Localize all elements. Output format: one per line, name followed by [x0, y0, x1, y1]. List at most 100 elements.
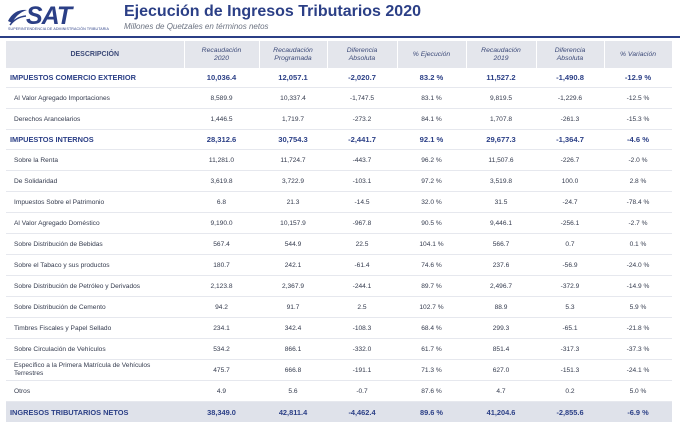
row-label: INGRESOS TRIBUTARIOS NETOS: [6, 402, 184, 422]
row-value: 242.1: [259, 255, 327, 276]
row-value: 74.6 %: [397, 255, 466, 276]
row-label: Sobre Distribución de Petróleo y Derivad…: [6, 276, 184, 297]
row-value: 88.9: [466, 297, 536, 318]
row-value: 5.9 %: [604, 297, 672, 318]
row-value: 42,811.4: [259, 402, 327, 422]
row-value: 475.7: [184, 360, 259, 381]
row-value: 2,496.7: [466, 276, 536, 297]
row-value: 11,527.2: [466, 68, 536, 88]
column-header-line1: Recaudación: [481, 47, 521, 54]
row-value: 2,367.9: [259, 276, 327, 297]
row-value: -6.9 %: [604, 402, 672, 422]
row-value: 94.2: [184, 297, 259, 318]
row-value: 11,281.0: [184, 150, 259, 171]
row-label: Sobre Circulación de Vehículos: [6, 339, 184, 360]
column-header-line1: DESCRIPCIÓN: [70, 51, 119, 58]
row-value: 28,312.6: [184, 130, 259, 150]
row-value: -24.7: [536, 192, 604, 213]
row-value: 237.6: [466, 255, 536, 276]
table-row: Específico a la Primera Matrícula de Veh…: [6, 360, 672, 381]
row-value: 6.8: [184, 192, 259, 213]
row-value: -273.2: [327, 109, 397, 130]
row-value: -4.6 %: [604, 130, 672, 150]
row-value: 9,190.0: [184, 213, 259, 234]
row-value: 21.3: [259, 192, 327, 213]
row-value: 90.5 %: [397, 213, 466, 234]
row-value: 89.6 %: [397, 402, 466, 422]
row-value: -24.0 %: [604, 255, 672, 276]
row-value: 544.9: [259, 234, 327, 255]
row-value: -1,490.8: [536, 68, 604, 88]
row-value: 3,619.8: [184, 171, 259, 192]
row-value: 104.1 %: [397, 234, 466, 255]
row-value: -151.3: [536, 360, 604, 381]
row-label: Timbres Fiscales y Papel Sellado: [6, 318, 184, 339]
row-value: 234.1: [184, 318, 259, 339]
column-header-line2: 2020: [214, 55, 229, 62]
row-value: -2,020.7: [327, 68, 397, 88]
row-value: 4.7: [466, 381, 536, 402]
row-value: -4,462.4: [327, 402, 397, 422]
row-value: 2,123.8: [184, 276, 259, 297]
row-value: 11,507.6: [466, 150, 536, 171]
row-value: 2.5: [327, 297, 397, 318]
row-value: -372.9: [536, 276, 604, 297]
row-value: 0.7: [536, 234, 604, 255]
row-value: 30,754.3: [259, 130, 327, 150]
row-value: -12.5 %: [604, 88, 672, 109]
report-header: SAT SUPERINTENDENCIA DE ADMINISTRACIÓN T…: [0, 0, 680, 38]
row-label: Sobre el Tabaco y sus productos: [6, 255, 184, 276]
row-label: Derechos Arancelarios: [6, 109, 184, 130]
row-value: 3,519.8: [466, 171, 536, 192]
row-label: Al Valor Agregado Importaciones: [6, 88, 184, 109]
row-value: 0.1 %: [604, 234, 672, 255]
column-header-line1: % Variación: [620, 51, 656, 58]
row-value: 91.7: [259, 297, 327, 318]
row-value: -256.1: [536, 213, 604, 234]
row-value: 866.1: [259, 339, 327, 360]
row-value: 8,589.9: [184, 88, 259, 109]
sat-swoosh-icon: [6, 7, 28, 27]
row-value: -244.1: [327, 276, 397, 297]
row-label: Sobre Distribución de Cemento: [6, 297, 184, 318]
row-value: 87.6 %: [397, 381, 466, 402]
row-value: 9,446.1: [466, 213, 536, 234]
table-row: Sobre Distribución de Petróleo y Derivad…: [6, 276, 672, 297]
row-value: 1,446.5: [184, 109, 259, 130]
logo-subtext: SUPERINTENDENCIA DE ADMINISTRACIÓN TRIBU…: [8, 27, 109, 31]
column-header-line2: Programada: [274, 55, 311, 62]
row-value: -317.3: [536, 339, 604, 360]
row-value: 22.5: [327, 234, 397, 255]
row-value: -21.8 %: [604, 318, 672, 339]
row-value: -56.9: [536, 255, 604, 276]
row-value: -14.9 %: [604, 276, 672, 297]
row-value: 5.3: [536, 297, 604, 318]
row-value: 666.8: [259, 360, 327, 381]
row-value: 9,819.5: [466, 88, 536, 109]
column-header-line1: Diferencia: [555, 47, 586, 54]
row-value: -2,855.6: [536, 402, 604, 422]
column-header-line1: Diferencia: [347, 47, 378, 54]
row-value: 851.4: [466, 339, 536, 360]
row-label: Al Valor Agregado Doméstico: [6, 213, 184, 234]
row-value: -261.3: [536, 109, 604, 130]
row-value: 5.6: [259, 381, 327, 402]
row-value: 84.1 %: [397, 109, 466, 130]
row-value: -12.9 %: [604, 68, 672, 88]
row-label: IMPUESTOS INTERNOS: [6, 130, 184, 150]
row-value: -1,229.6: [536, 88, 604, 109]
column-header-description: DESCRIPCIÓN: [6, 41, 184, 68]
row-value: 10,157.9: [259, 213, 327, 234]
row-value: -332.0: [327, 339, 397, 360]
